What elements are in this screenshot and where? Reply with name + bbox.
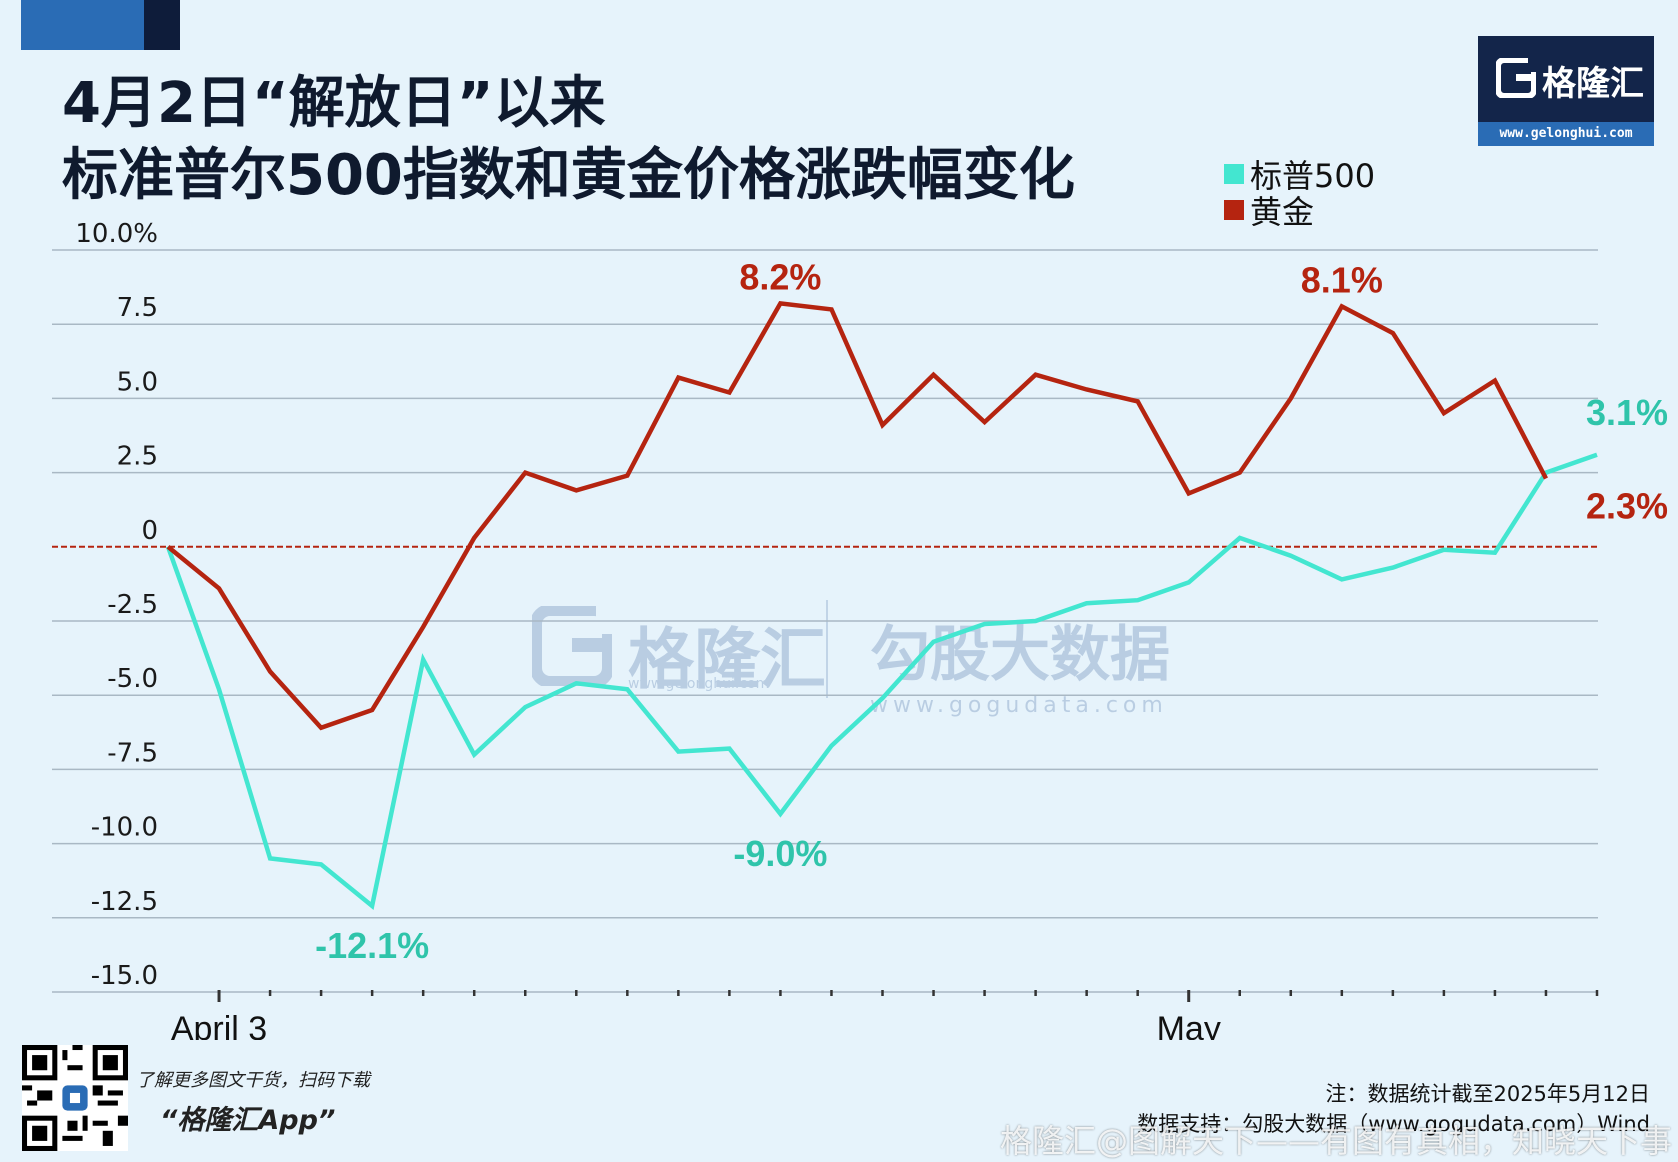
data-label: 2.3%: [1586, 486, 1668, 527]
y-tick-label: 5.0: [117, 367, 158, 397]
logo-name: 格隆汇: [1542, 64, 1644, 104]
gelonghui-logo: 格隆汇 www.gelonghui.com: [1478, 36, 1654, 146]
gelonghui-logo-icon: [1496, 58, 1536, 98]
y-tick-label: 10.0%: [75, 219, 158, 249]
data-source: 数据支持：勾股大数据（www.gogudata.com）Wind: [1137, 1112, 1650, 1136]
x-tick-label: April 3: [171, 1010, 267, 1040]
watermark-divider: [826, 600, 828, 698]
y-tick-label: 2.5: [117, 442, 158, 472]
data-label: -12.1%: [315, 925, 429, 966]
watermark-brand-url: www.gelonghui.com: [628, 676, 770, 692]
chart-legend: 标普500 黄金: [1224, 156, 1375, 231]
weibo-watermark: 格隆汇@图解天下——有图有真相，知晓天下事: [999, 1122, 1672, 1160]
x-tick-label: May: [1157, 1010, 1221, 1040]
data-label: 8.2%: [739, 256, 821, 297]
logo-url: www.gelonghui.com: [1478, 122, 1654, 146]
y-tick-label: -2.5: [107, 590, 158, 620]
qr-code-icon: [22, 1045, 128, 1151]
legend-label-sp500: 标普500: [1250, 157, 1376, 195]
y-tick-label: -12.5: [91, 887, 158, 917]
legend-swatch-sp500: [1224, 164, 1244, 184]
data-label: -9.0%: [733, 833, 827, 874]
legend-item-sp500: 标普500: [1224, 156, 1375, 195]
y-tick-label: -5.0: [107, 664, 158, 694]
title-line-1: 4月2日“解放日”以来: [62, 71, 606, 136]
y-tick-label: -15.0: [91, 961, 158, 991]
qr-caption: 了解更多图文干货，扫码下载: [136, 1070, 370, 1091]
watermark-data-url: www.gogudata.com: [870, 693, 1168, 718]
title-line-2: 标准普尔500指数和黄金价格涨跌幅变化: [62, 143, 1075, 208]
header-accent-blue: [21, 0, 144, 50]
data-label: 8.1%: [1301, 259, 1383, 300]
chart-title: 4月2日“解放日”以来 标准普尔500指数和黄金价格涨跌幅变化: [62, 68, 1075, 212]
gold-line: [166, 300, 1548, 731]
app-name: “格隆汇App”: [160, 1105, 336, 1136]
gogudata-watermark: 勾股大数据 www.gogudata.com: [870, 606, 1170, 718]
gelonghui-watermark-icon: [530, 604, 614, 688]
header-accent-navy: [144, 0, 180, 50]
y-tick-label: -7.5: [107, 738, 158, 768]
data-label: 3.1%: [1586, 392, 1668, 433]
qr-code: [22, 1045, 128, 1151]
legend-item-gold: 黄金: [1224, 192, 1375, 231]
legend-swatch-gold: [1224, 200, 1244, 220]
data-note: 注：数据统计截至2025年5月12日: [1325, 1082, 1650, 1106]
y-tick-label: 0: [141, 516, 158, 546]
watermark-brand-name: 格隆汇: [628, 621, 826, 698]
y-tick-label: 7.5: [117, 293, 158, 323]
gelonghui-watermark: 格隆汇 www.gelonghui.com: [530, 604, 826, 698]
line-chart: 10.0% 7.5 5.0 2.5 0 -2.5 -5.0 -7.5 -10.0 -12.5 -15…: [52, 219, 1668, 1040]
y-tick-label: -10.0: [91, 813, 158, 843]
legend-label-gold: 黄金: [1250, 193, 1315, 231]
sp500-line: [165, 452, 1598, 910]
